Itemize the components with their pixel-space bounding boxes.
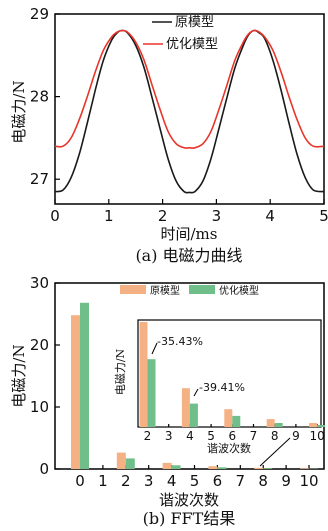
inset-bar-optimized-h10: [317, 425, 325, 427]
inset-bar-original-h10: [309, 423, 317, 427]
inset-bar-original-h8: [267, 419, 275, 427]
x-tick-label-b: 8: [258, 472, 268, 490]
y-tick-label-a: 28: [30, 88, 49, 106]
inset-x-tick-label: 6: [228, 429, 236, 443]
y-tick-label-a: 27: [30, 170, 49, 188]
y-tick-label-a: 29: [30, 5, 49, 23]
inset-x-axis-label: 谐波次数: [207, 441, 251, 455]
x-tick-label-b: 9: [281, 472, 291, 490]
x-tick-label-a: 1: [104, 207, 114, 225]
inset-bar-optimized-h6: [232, 416, 240, 427]
y-tick-label-b: 10: [30, 398, 49, 416]
x-tick-label-b: 2: [121, 472, 131, 490]
legend-label-original-b: 原模型: [150, 284, 180, 297]
inset-bar-optimized-h2: [148, 359, 156, 427]
x-tick-label-a: 3: [212, 207, 222, 225]
inset-chart: 2 3 4 5 6 7 8 9 10 电磁力/N 谐波次数 -35.43% -39.41%: [114, 320, 325, 466]
x-tick-label-b: 3: [144, 472, 154, 490]
bar-optimized-h8: [263, 468, 272, 469]
bar-original-h8: [254, 468, 263, 469]
inset-bar-optimized-h4: [190, 404, 198, 427]
x-tick-label-a: 5: [319, 207, 328, 225]
x-tick-label-b: 10: [299, 472, 318, 490]
caption-a: (a) 电磁力曲线: [135, 246, 242, 265]
x-tick-label-a: 4: [265, 207, 275, 225]
inset-x-tick-label: 2: [144, 429, 152, 443]
x-tick-label-a: 2: [158, 207, 168, 225]
inset-x-tick-label: 9: [292, 429, 300, 443]
y-tick-label-b: 30: [30, 274, 49, 292]
inset-y-axis-label: 电磁力/N: [114, 348, 127, 395]
x-tick-label-b: 0: [75, 472, 85, 490]
inset-x-tick-label: 10: [309, 429, 324, 443]
legend-swatch-original: [120, 285, 146, 294]
x-tick-label-b: 1: [98, 472, 108, 490]
inset-bar-optimized-h8: [275, 423, 283, 427]
bar-optimized-h6: [217, 467, 226, 469]
bar-original-h10: [300, 468, 309, 469]
bar-original-h0: [71, 315, 80, 469]
bar-optimized-h0: [80, 303, 89, 469]
bar-original-h2: [117, 453, 126, 469]
x-tick-label-b: 5: [190, 472, 200, 490]
y-axis-label-a: 电磁力/N: [10, 80, 28, 143]
inset-bar-original-h4: [182, 388, 190, 427]
y-tick-label-b: 0: [39, 460, 49, 478]
x-tick-label-b: 4: [167, 472, 177, 490]
inset-x-tick-label: 7: [250, 429, 258, 443]
x-axis-label-b: 谐波次数: [159, 491, 219, 509]
annotation-reduction-2nd: -35.43%: [157, 335, 203, 348]
y-tick-label-b: 20: [30, 336, 49, 354]
inset-x-tick-label: 8: [271, 429, 279, 443]
legend-b: 原模型 优化模型: [120, 284, 259, 297]
series-line-original: [55, 30, 324, 192]
inset-x-tick-label: 5: [207, 429, 215, 443]
y-axis-label-b: 电磁力/N: [10, 344, 28, 407]
legend-label-original: 原模型: [175, 15, 214, 30]
legend-swatch-optimized: [189, 285, 215, 294]
inset-x-tick-label: 3: [165, 429, 173, 443]
inset-bar-original-h2: [140, 322, 148, 427]
inset-bar-original-h6: [224, 409, 232, 427]
x-tick-label-a: 0: [50, 207, 60, 225]
legend-label-optimized: 优化模型: [166, 37, 218, 52]
bar-optimized-h4: [172, 465, 181, 469]
annotation-reduction-4th: -39.41%: [199, 381, 245, 394]
legend-label-optimized-b: 优化模型: [219, 284, 259, 297]
line-chart-electromagnetic-force: 0 1 2 3 4 5 27 28 29 电磁力/N 时间/ms (a) 电磁力曲线 原模型 优…: [10, 5, 328, 265]
bar-optimized-h2: [126, 458, 135, 469]
x-tick-label-b: 7: [236, 472, 246, 490]
bar-original-h6: [208, 466, 217, 469]
bar-original-h4: [163, 463, 172, 469]
inset-x-tick-label: 4: [186, 429, 194, 443]
x-tick-label-b: 6: [213, 472, 223, 490]
x-axis-label-a: 时间/ms: [161, 225, 218, 243]
legend-a: 原模型 优化模型: [143, 15, 218, 52]
caption-b: (b) FFT结果: [143, 509, 236, 528]
